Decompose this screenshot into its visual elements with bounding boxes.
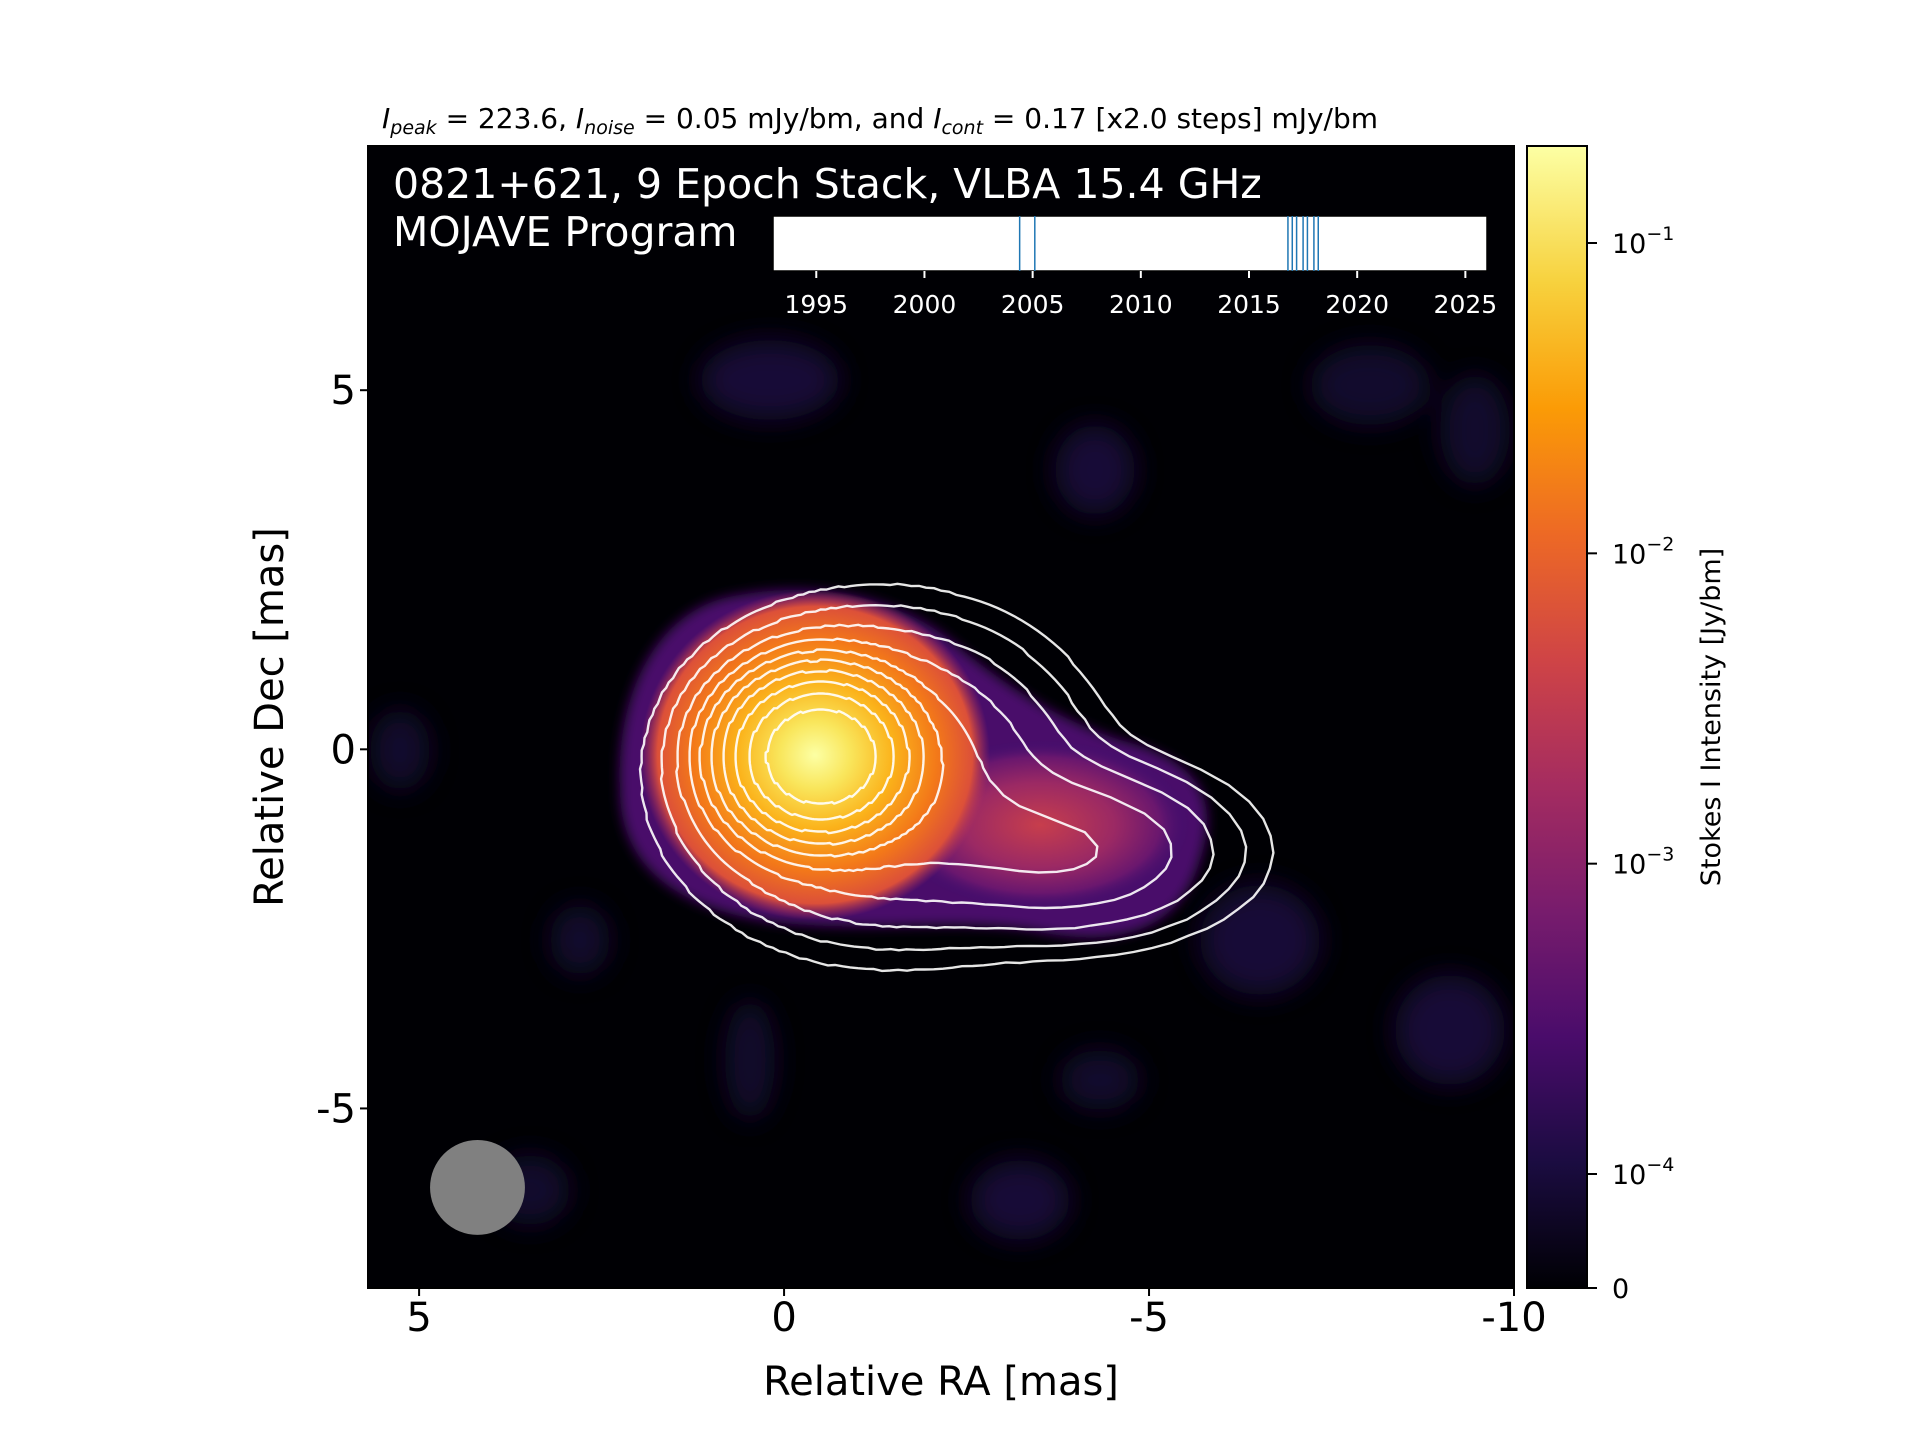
header-text: = 0.05 mJy/bm, and xyxy=(635,102,933,135)
colorbar-label: Stokes I Intensity [Jy/bm] xyxy=(1696,548,1727,886)
source-emission xyxy=(619,590,1208,938)
image-panel xyxy=(367,145,1515,1289)
colorbar-tick-base: 10 xyxy=(1612,850,1646,881)
timeline-epochs xyxy=(1018,216,1319,271)
y-axis: 5 0 -5 xyxy=(316,368,368,1132)
x-axis: 5 0 -5 -10 xyxy=(406,1288,1547,1341)
colorbar-tick-label: 10−4 xyxy=(1612,1154,1674,1191)
noise-blob xyxy=(1310,345,1430,425)
colorbar-tick-label: 0 xyxy=(1612,1274,1629,1305)
noise-blob xyxy=(1440,375,1510,485)
contour-line xyxy=(698,648,1099,874)
colorbar-tick-base: 10 xyxy=(1612,539,1646,570)
header-text: = 223.6, xyxy=(437,102,576,135)
noise-blobs xyxy=(370,340,1510,1240)
noise-blob xyxy=(970,1160,1070,1240)
timeline-tick-label: 2000 xyxy=(893,290,957,319)
colorbar-tick-exponent: −2 xyxy=(1646,533,1674,555)
timeline-tick-label: 1995 xyxy=(784,290,848,319)
contour-line xyxy=(764,708,877,805)
contour-lines xyxy=(638,582,1275,973)
colorbar-tick-label: 10−2 xyxy=(1612,533,1674,570)
x-tick-label: -10 xyxy=(1481,1295,1546,1341)
figure-header: Ipeak = 223.6, Inoise = 0.05 mJy/bm, and… xyxy=(382,102,1378,139)
timeline-tick-label: 2015 xyxy=(1217,290,1281,319)
timeline-tick-label: 2025 xyxy=(1434,290,1498,319)
colorbar-tick-exponent: −1 xyxy=(1646,223,1674,245)
overlay-title-line1: 0821+621, 9 Epoch Stack, VLBA 15.4 GHz xyxy=(393,160,1262,208)
image-frame xyxy=(367,145,1515,1289)
contour-line xyxy=(734,680,911,835)
header-subscript: noise xyxy=(584,117,635,139)
header-text: I xyxy=(933,102,941,135)
timeline-box xyxy=(772,215,1488,272)
colorbar-tick-base: 0 xyxy=(1612,1274,1629,1305)
colorbar-tick-label: 10−1 xyxy=(1612,223,1674,260)
colorbar-tick-label: 10−3 xyxy=(1612,844,1674,881)
y-tick-label: -5 xyxy=(316,1086,356,1132)
colorbar-tick-base: 10 xyxy=(1612,229,1646,260)
noise-blob xyxy=(1395,975,1505,1085)
colorbar-ticks: 10−110−210−310−40 xyxy=(1587,223,1674,1305)
header-subscript: peak xyxy=(389,117,437,139)
overlay-title-line2: MOJAVE Program xyxy=(393,208,737,256)
timeline-tick-label: 2010 xyxy=(1109,290,1173,319)
header-text: I xyxy=(576,102,584,135)
header-text: I xyxy=(382,102,390,135)
x-axis-label: Relative RA [mas] xyxy=(763,1359,1119,1405)
noise-blob xyxy=(1060,1050,1140,1110)
y-axis-label: Relative Dec [mas] xyxy=(247,527,293,907)
noise-blob xyxy=(725,1000,775,1120)
y-tick-label: 0 xyxy=(331,727,356,773)
colorbar-gradient xyxy=(1526,145,1588,1289)
noise-blob xyxy=(370,710,430,790)
contour-line xyxy=(710,658,945,858)
contour-line xyxy=(659,603,1248,952)
noise-blob xyxy=(1055,425,1135,515)
colorbar-tick-exponent: −3 xyxy=(1646,844,1674,866)
epoch-timeline: 1995 2000 2005 2010 2015 2020 2025 xyxy=(772,215,1497,319)
contour-line xyxy=(748,692,895,821)
contour-line xyxy=(675,623,1215,931)
contour-line xyxy=(688,637,1173,910)
contour-line xyxy=(722,668,925,846)
header-subscript: cont xyxy=(941,117,984,139)
timeline-ticks: 1995 2000 2005 2010 2015 2020 2025 xyxy=(784,271,1497,319)
beam-ellipse xyxy=(430,1140,525,1235)
header-text: = 0.17 [x2.0 steps] mJy/bm xyxy=(983,102,1378,135)
core-emission xyxy=(640,590,990,920)
y-tick-label: 5 xyxy=(331,368,356,414)
noise-blob xyxy=(700,340,840,420)
colorbar-tick-exponent: −4 xyxy=(1646,1154,1674,1176)
colorbar-tick-base: 10 xyxy=(1612,1160,1646,1191)
x-tick-label: -5 xyxy=(1129,1295,1169,1341)
timeline-tick-label: 2020 xyxy=(1325,290,1389,319)
colorbar: 10−110−210−310−40 Stokes I Intensity [Jy… xyxy=(1526,145,1727,1305)
x-tick-label: 5 xyxy=(406,1295,431,1341)
contour-line xyxy=(638,582,1275,973)
x-tick-label: 0 xyxy=(771,1295,796,1341)
timeline-tick-label: 2005 xyxy=(1001,290,1065,319)
noise-blob xyxy=(550,905,610,975)
noise-blob xyxy=(1200,885,1320,995)
